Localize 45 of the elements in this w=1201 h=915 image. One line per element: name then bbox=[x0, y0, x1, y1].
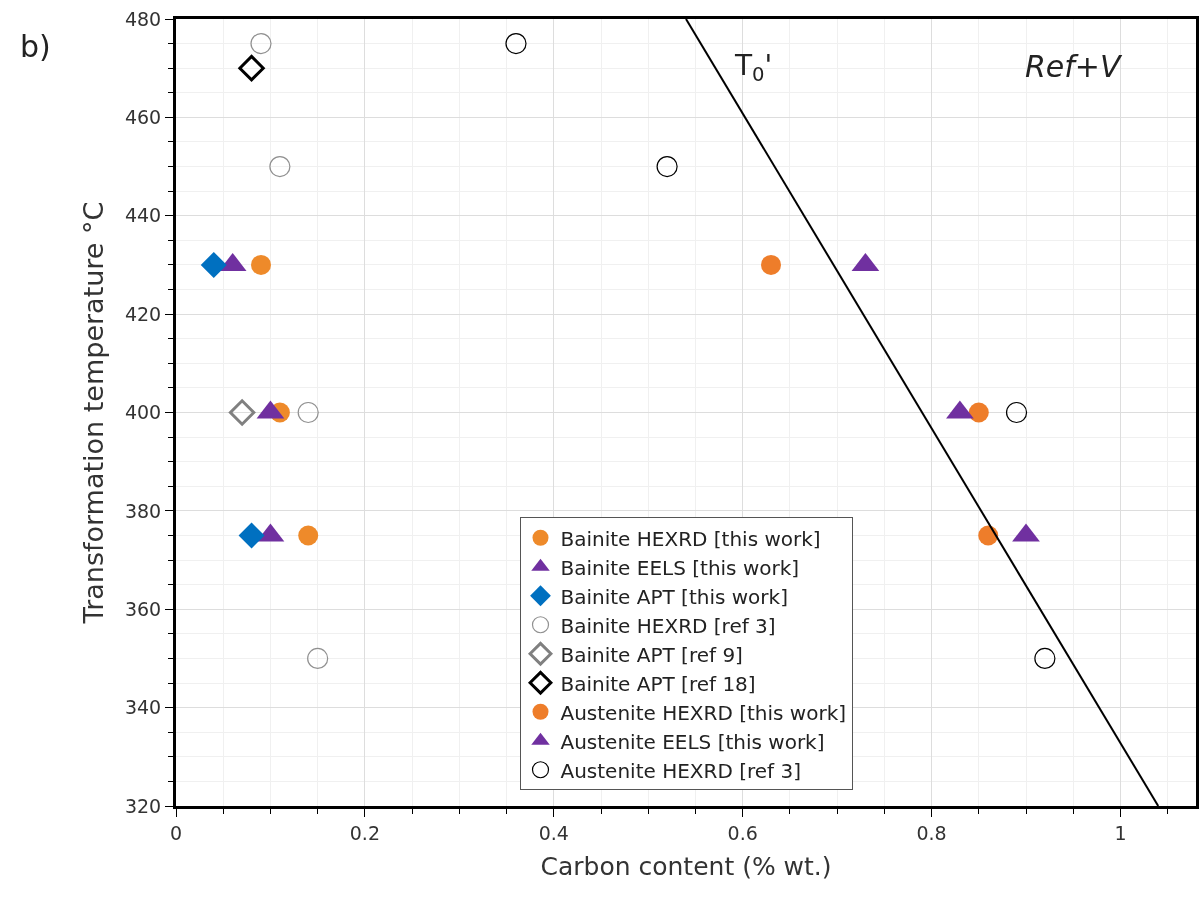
text: b) bbox=[20, 29, 51, 64]
point bbox=[251, 254, 271, 275]
point bbox=[307, 647, 329, 670]
y-tick-label: 480 bbox=[124, 7, 162, 30]
y-tick-label: 440 bbox=[124, 204, 162, 227]
y-tick-label: 380 bbox=[124, 499, 162, 522]
x-tick-label: 0 bbox=[169, 821, 183, 844]
y-tick-label: 420 bbox=[124, 302, 162, 325]
point bbox=[238, 54, 265, 82]
point bbox=[250, 32, 272, 55]
legend-label: Bainite HEXRD [ref 3] bbox=[560, 613, 776, 638]
point bbox=[228, 399, 256, 426]
x-tick-label: 0.4 bbox=[538, 821, 569, 844]
legend-label: Austenite HEXRD [this work] bbox=[560, 700, 847, 725]
y-tick-label: 320 bbox=[124, 794, 162, 817]
point bbox=[298, 525, 319, 546]
x-tick-label: 0.8 bbox=[916, 821, 947, 844]
x-tick-label: 0.6 bbox=[727, 821, 758, 844]
legend-label: Bainite HEXRD [this work] bbox=[560, 526, 821, 551]
point bbox=[1034, 647, 1056, 670]
point bbox=[238, 522, 265, 549]
annotation: T$_{0}$' bbox=[734, 49, 773, 86]
legend-label: Bainite APT [ref 9] bbox=[560, 642, 743, 667]
point bbox=[1005, 401, 1028, 424]
legend-label: Bainite APT [ref 18] bbox=[560, 671, 756, 696]
y-tick-label: 340 bbox=[124, 696, 162, 719]
y-tick-label: 400 bbox=[124, 401, 162, 424]
y-tick-label: 460 bbox=[124, 106, 162, 129]
legend-label: Austenite EELS [this work] bbox=[560, 729, 825, 754]
point bbox=[968, 402, 989, 423]
x-tick-label: 0.2 bbox=[349, 821, 380, 844]
legend-label: Bainite APT [this work] bbox=[560, 584, 788, 609]
annotation: Ref+V bbox=[1025, 49, 1123, 84]
x-axis-title: Carbon content (% wt.) bbox=[540, 851, 832, 881]
point bbox=[200, 251, 227, 278]
y-tick-label: 360 bbox=[124, 597, 162, 620]
legend-label: Austenite HEXRD [ref 3] bbox=[560, 758, 802, 783]
legend-label: Bainite EELS [this work] bbox=[560, 555, 800, 580]
point bbox=[505, 32, 527, 55]
point bbox=[269, 155, 291, 178]
point bbox=[656, 155, 678, 178]
point bbox=[297, 401, 319, 424]
point bbox=[761, 254, 781, 275]
x-tick-label: 1 bbox=[1114, 821, 1127, 844]
y-axis-title: Transformation temperature °C bbox=[77, 201, 109, 625]
